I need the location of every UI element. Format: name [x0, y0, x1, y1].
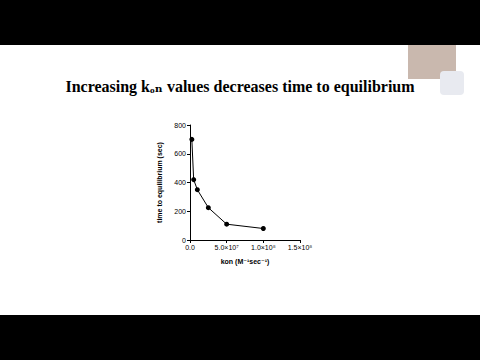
html-text:Increasing kₒₙ values decrease: Increasing kₒₙ values decreases time to … [65, 78, 415, 95]
svg-text:5.0×10⁷: 5.0×10⁷ [215, 244, 240, 251]
svg-text:1.0×10⁸: 1.0×10⁸ [251, 244, 276, 251]
svg-text:0.0: 0.0 [185, 244, 195, 251]
svg-text:600: 600 [174, 150, 186, 157]
svg-text:kon (M⁻¹sec⁻¹): kon (M⁻¹sec⁻¹) [221, 258, 270, 266]
svg-text:200: 200 [174, 208, 186, 215]
svg-text:0: 0 [182, 237, 186, 244]
svg-text:400: 400 [174, 179, 186, 186]
svg-text:800: 800 [174, 122, 186, 129]
svg-text:time to equilibrium (sec): time to equilibrium (sec) [156, 142, 164, 223]
svg-text:1.5×10⁸: 1.5×10⁸ [288, 244, 313, 251]
